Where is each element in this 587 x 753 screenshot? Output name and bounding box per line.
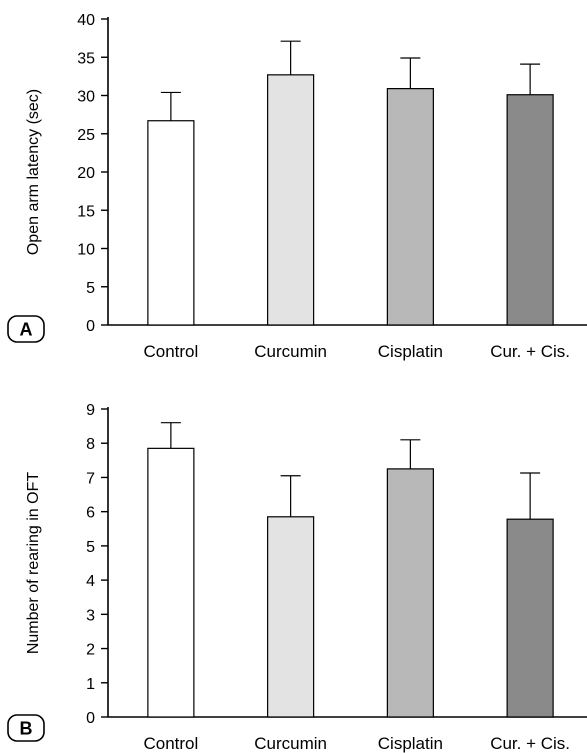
y-tick-label: 9 bbox=[86, 402, 95, 419]
panel-badge bbox=[7, 714, 45, 742]
y-axis-label: Number of rearing in OFT bbox=[25, 472, 42, 655]
y-tick-label: 2 bbox=[86, 642, 95, 659]
y-tick-label: 0 bbox=[86, 318, 95, 335]
bar-curcumin bbox=[267, 516, 315, 718]
bar-curcumin bbox=[267, 74, 315, 326]
y-axis-label: Open arm latency (sec) bbox=[25, 89, 42, 255]
bar-cisplatin bbox=[386, 468, 434, 718]
x-category-label: Cur. + Cis. bbox=[490, 734, 570, 753]
panel-badge bbox=[7, 315, 45, 343]
bar-cur-cis bbox=[506, 518, 554, 718]
y-tick-label: 10 bbox=[77, 242, 95, 259]
y-tick-label: 7 bbox=[86, 470, 95, 487]
panel-letter: A bbox=[20, 320, 33, 340]
y-tick-label: 3 bbox=[86, 607, 95, 624]
panel-letter: B bbox=[20, 719, 33, 739]
bar-cisplatin bbox=[386, 88, 434, 326]
bar-control bbox=[147, 447, 195, 718]
bar-control bbox=[147, 120, 195, 326]
y-tick-label: 5 bbox=[86, 539, 95, 556]
x-category-label: Control bbox=[143, 734, 198, 753]
y-tick-label: 40 bbox=[77, 12, 95, 29]
x-category-label: Cur. + Cis. bbox=[490, 342, 570, 361]
y-tick-label: 1 bbox=[86, 676, 95, 693]
y-tick-label: 4 bbox=[86, 573, 95, 590]
x-category-label: Cisplatin bbox=[378, 734, 443, 753]
bar-cur-cis bbox=[506, 94, 554, 326]
y-tick-label: 30 bbox=[77, 89, 95, 106]
x-category-label: Control bbox=[143, 342, 198, 361]
y-tick-label: 0 bbox=[86, 710, 95, 727]
panel-a-bar-chart: 0 5 10 15 20 25 30 35 40 Open arm latency (sec) Co… bbox=[7, 12, 587, 361]
y-tick-label: 15 bbox=[77, 203, 95, 220]
x-category-label: Curcumin bbox=[254, 342, 327, 361]
y-tick-label: 35 bbox=[77, 50, 95, 67]
y-tick-label: 6 bbox=[86, 505, 95, 522]
x-category-label: Curcumin bbox=[254, 734, 327, 753]
x-category-label: Cisplatin bbox=[378, 342, 443, 361]
y-tick-label: 8 bbox=[86, 436, 95, 453]
y-tick-label: 25 bbox=[77, 127, 95, 144]
y-tick-label: 20 bbox=[77, 165, 95, 182]
panel-b-bar-chart: 0 1 2 3 4 5 6 7 8 9 Number of rearing in OFT Contro… bbox=[7, 402, 587, 753]
y-tick-label: 5 bbox=[86, 280, 95, 297]
